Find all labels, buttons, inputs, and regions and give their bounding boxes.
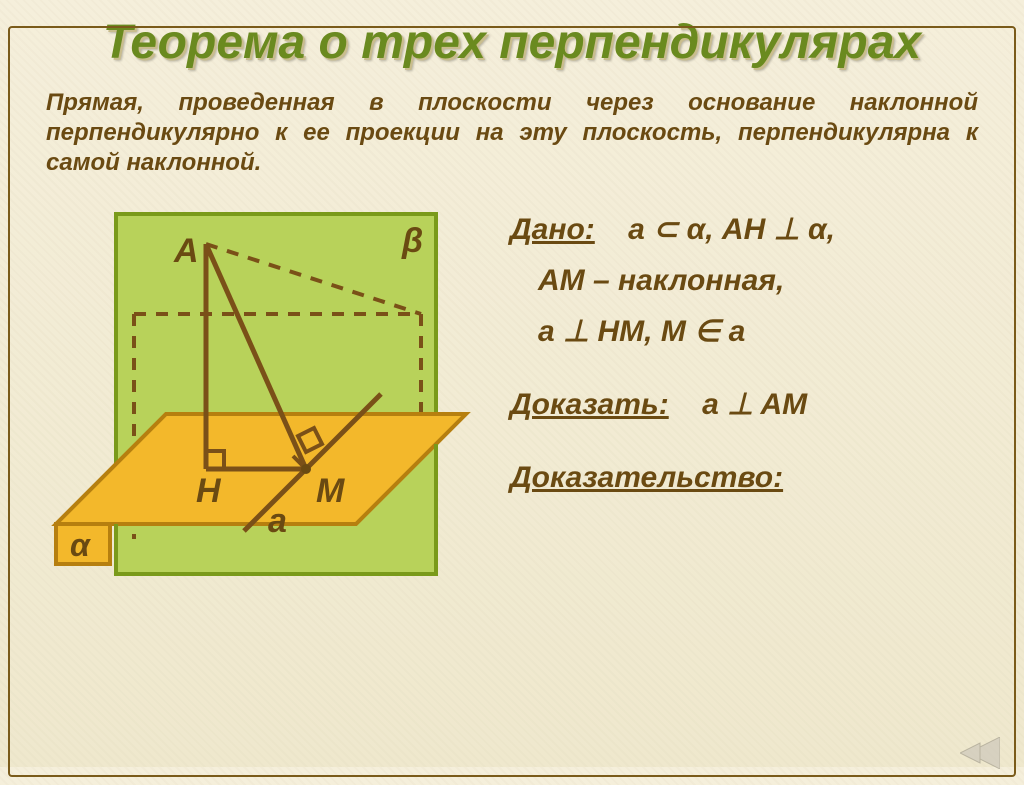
label-M: M: [316, 472, 345, 510]
given-label: Дано:: [510, 213, 595, 246]
given-block: Дано: a ⊂ α, AH ⊥ α,: [510, 210, 984, 249]
content-area: A β H M a α Дано: a ⊂ α, AH ⊥ α, AM – на…: [0, 204, 1024, 644]
given-line2: AM – наклонная,: [510, 261, 984, 300]
proof-label: Доказательство:: [510, 461, 783, 494]
label-a: a: [268, 502, 287, 540]
label-A: A: [173, 232, 199, 270]
label-alpha: α: [70, 527, 91, 563]
label-beta: β: [401, 222, 423, 260]
prev-arrow-icon[interactable]: [960, 737, 1000, 769]
proof-text: Дано: a ⊂ α, AH ⊥ α, AM – наклонная, a ⊥…: [510, 210, 984, 509]
point-M-dot: [301, 464, 311, 474]
label-H: H: [196, 472, 222, 510]
proof-label-block: Доказательство:: [510, 458, 984, 497]
given-line3: a ⊥ HM, M ∈ a: [510, 312, 984, 351]
prove-text: a ⊥ AM: [702, 388, 807, 421]
theorem-diagram: A β H M a α: [46, 204, 476, 634]
prove-block: Доказать: a ⊥ AM: [510, 385, 984, 424]
given-line1: a ⊂ α, AH ⊥ α,: [628, 213, 835, 246]
prove-label: Доказать:: [510, 388, 669, 421]
